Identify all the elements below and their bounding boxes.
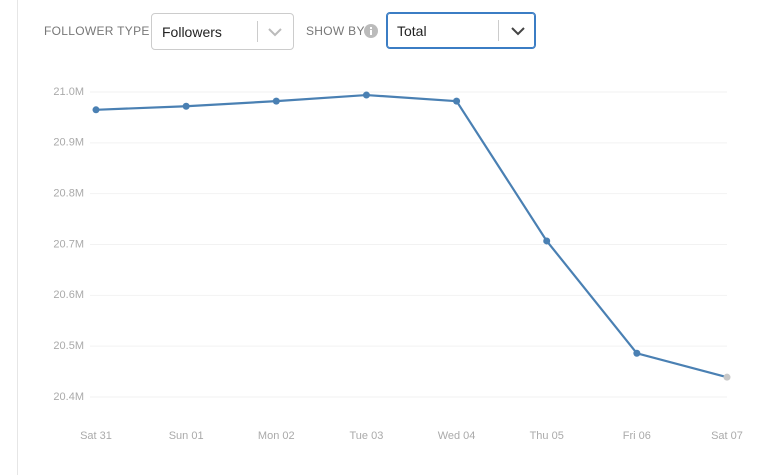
point	[723, 373, 731, 381]
y-tick-label: 20.6M	[53, 289, 84, 301]
point	[362, 91, 370, 99]
point	[272, 97, 280, 105]
y-tick-label: 20.9M	[53, 137, 84, 149]
x-tick-label: Mon 02	[258, 430, 295, 442]
line	[95, 93, 728, 379]
divider	[257, 21, 258, 42]
point	[543, 237, 551, 245]
side-border	[17, 0, 18, 475]
point	[633, 349, 641, 357]
show-by-label: SHOW BY	[306, 24, 365, 38]
y-tick-label: 21.0M	[53, 86, 84, 98]
y-tick-label: 20.5M	[53, 340, 84, 352]
divider	[498, 20, 499, 41]
y-tick-label: 20.4M	[53, 391, 84, 403]
chevron	[511, 27, 525, 36]
info-icon[interactable]	[363, 23, 379, 39]
point	[453, 97, 461, 105]
chevron	[268, 28, 282, 37]
point	[92, 106, 100, 114]
show-by-select[interactable]: Total	[386, 12, 536, 49]
follower-type-select[interactable]: Followers	[151, 13, 294, 50]
point	[182, 102, 190, 110]
x-tick-label: Sat 07	[711, 430, 743, 442]
y-tick-label: 20.8M	[53, 188, 84, 200]
x-tick-label: Fri 06	[623, 430, 651, 442]
x-tick-label: Sat 31	[80, 430, 112, 442]
select-value: Total	[397, 23, 427, 39]
select-value: Followers	[162, 24, 222, 40]
follower-type-label: FOLLOWER TYPE	[44, 24, 150, 38]
x-tick-label: Thu 05	[530, 430, 564, 442]
x-tick-label: Wed 04	[438, 430, 476, 442]
x-tick-label: Sun 01	[169, 430, 204, 442]
x-tick-label: Tue 03	[350, 430, 384, 442]
y-tick-label: 20.7M	[53, 238, 84, 250]
